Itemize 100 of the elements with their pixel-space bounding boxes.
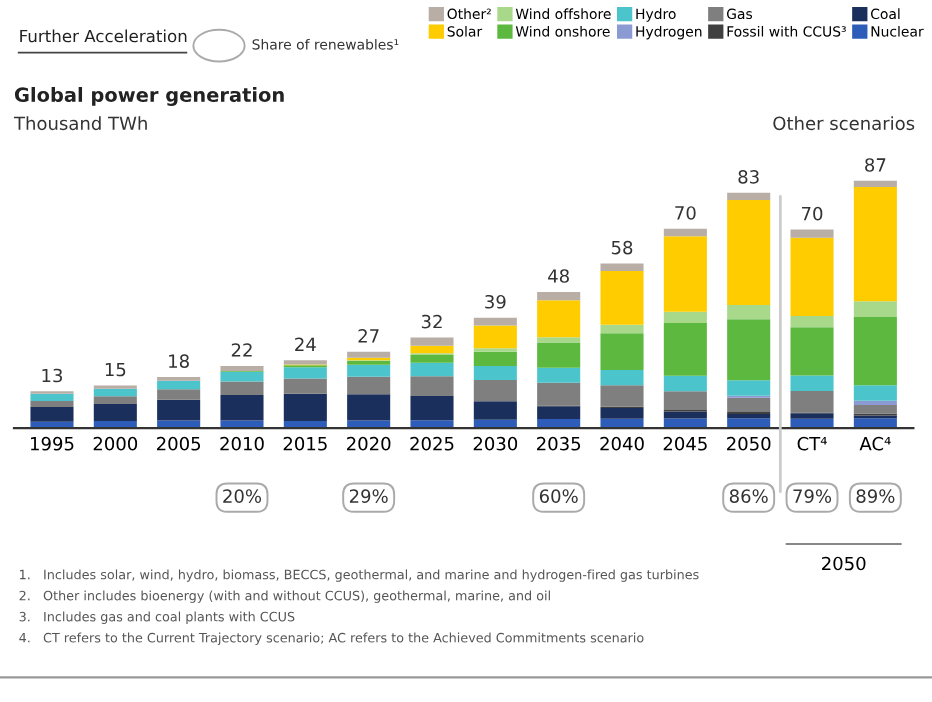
bar [347,376,391,395]
bar [30,401,74,407]
bar [283,393,327,422]
text: 79% [793,489,832,503]
bar [790,327,834,376]
chart-title: Global power generation [14,87,284,106]
bar [853,418,897,429]
bar [30,393,74,402]
bar [220,371,264,382]
bar [473,379,517,402]
bar [537,382,581,406]
x-tick-label: 2035 [537,436,581,451]
bar [537,337,581,343]
x-tick-label: 2045 [663,436,707,451]
bar [347,394,391,421]
bar [663,391,707,410]
annotation: 15 [105,362,126,377]
x-tick-label: 2040 [600,436,644,451]
bar [790,413,834,419]
bar [410,362,454,377]
bar [790,229,834,238]
bar [473,351,517,366]
bar [347,351,391,358]
bar [853,180,897,188]
bar [727,305,771,320]
bar [537,406,581,420]
bar [220,395,264,421]
bar [410,355,454,363]
annotation: 32 [421,314,442,329]
text: Other scenarios [773,116,915,131]
x-tick-label: AC⁴ [859,436,891,451]
bar [727,397,771,412]
bar [663,236,707,312]
annotation: 24 [295,337,316,351]
bar [663,311,707,324]
x-tick-label: 2000 [93,436,138,451]
bar [600,324,644,334]
bar [283,378,327,394]
bar [157,389,201,400]
bar [600,270,644,325]
bar [600,333,644,371]
text: 2050 [822,556,866,571]
bar [727,418,771,429]
bar [663,411,707,419]
bar [283,367,327,379]
bar [410,420,454,429]
x-tick-label: CT⁴ [797,436,827,451]
bar [473,325,517,349]
bar [220,365,264,372]
bar [537,300,581,338]
bar [537,291,581,301]
bar [790,391,834,413]
annotation: 83 [738,170,759,184]
text: 20% [223,489,262,503]
bar [410,345,454,354]
bar [347,364,391,377]
bar [663,375,707,392]
bar [410,396,454,421]
bar [853,316,897,386]
bar [853,404,897,414]
annotation: 58 [611,240,633,255]
bar [30,406,74,422]
bar [93,388,137,397]
x-tick-label: 2005 [157,436,201,451]
bar [93,403,137,422]
annotation: 87 [865,158,886,172]
bar [410,376,454,397]
bar [663,228,707,237]
bar [790,375,834,392]
x-tick-label: 2020 [347,436,391,451]
annotation: 70 [802,206,823,221]
bar [600,407,644,419]
text: 29% [349,489,388,503]
bar [537,367,581,383]
bar [473,401,517,420]
bar [473,317,517,326]
text: 86% [729,489,768,503]
bar [790,315,834,328]
bar [790,237,834,316]
bar [853,301,897,317]
bar [600,370,644,386]
bar [853,187,897,302]
bar [410,337,454,346]
x-tick-label: 2050 [727,436,771,451]
annotation: 18 [169,354,189,368]
bar [727,380,771,396]
annotation: 13 [42,368,63,383]
bar [727,199,771,306]
text: 89% [856,489,895,503]
annotation: 27 [358,329,379,343]
bar [157,399,201,421]
bar [727,192,771,200]
annotation: 70 [675,206,696,220]
bar [220,381,264,396]
bar [537,342,581,368]
annotation: 48 [548,269,569,283]
text: 60% [539,489,578,503]
bar [663,323,707,376]
x-tick-label: 2030 [473,436,518,451]
bar [93,396,137,404]
